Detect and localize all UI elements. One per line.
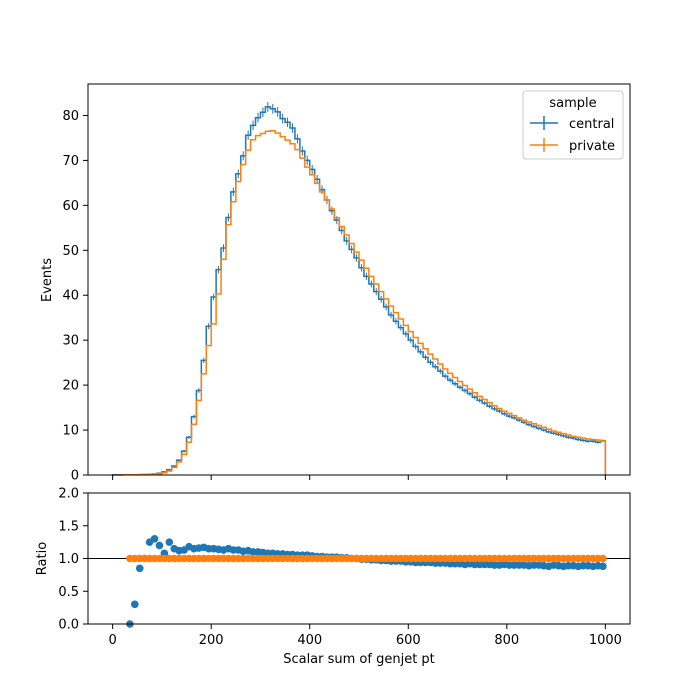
main-y-tick-label: 60 [62,199,79,214]
main-y-ticks: 0 10 20 30 40 50 60 70 80 [62,109,88,484]
x-tick-label: 600 [396,633,421,648]
ratio-y-axis-label: Ratio [35,542,50,575]
ratio-x-ticks: 0 200 400 600 800 1000 [108,624,622,648]
main-y-tick-label: 20 [62,379,79,394]
main-y-tick-label: 80 [62,109,79,124]
legend-central-label: central [569,117,614,132]
ratio-y-tick-label: 1.0 [58,552,79,567]
x-tick-label: 200 [199,633,224,648]
x-tick-label: 800 [494,633,519,648]
ratio-point-central [599,562,607,571]
ratio-y-tick-label: 0.5 [58,585,79,600]
main-y-tick-label: 0 [71,469,79,484]
main-series-layer [111,102,607,476]
main-y-axis-label: Events [40,258,55,302]
x-tick-label: 1000 [589,633,622,648]
ratio-y-ticks: 0.0 0.5 1.0 1.5 2.0 [58,487,88,633]
ratio-y-tick-label: 0.0 [58,618,79,633]
histogram-private [112,129,607,476]
legend-private-label: private [569,139,615,154]
ratio-point-central [160,549,169,558]
legend: sample central private [522,90,624,160]
ratio-y-tick-label: 2.0 [58,487,79,502]
ratio-series-layer [126,535,607,628]
ratio-point-central [165,538,174,546]
ratio-y-tick-label: 1.5 [58,519,79,534]
x-tick-label: 0 [108,633,116,648]
main-y-tick-label: 70 [62,154,79,169]
main-x-ticks [112,475,606,480]
legend-title: sample [549,96,596,111]
x-axis-label: Scalar sum of genjet pt [283,652,435,667]
ratio-point-private [599,554,607,563]
main-y-tick-label: 10 [62,424,79,439]
ratio-point-central [135,564,144,573]
legend-entry-private: private [530,138,615,154]
main-y-tick-label: 30 [62,334,79,349]
ratio-point-central [131,600,139,609]
ratio-point-central [150,535,159,543]
x-tick-label: 400 [297,633,322,648]
legend-entry-central: central [530,116,614,132]
ratio-plot-panel: 0 200 400 600 800 1000 0.00.51.01.52.0 Ratio … [35,487,631,667]
legend-frame [522,90,624,160]
main-plot-frame [87,83,631,476]
histogram-central [111,106,607,476]
ratio-point-central [155,541,164,550]
main-y-tick-label: 50 [62,244,79,259]
main-y-tick-label: 40 [62,289,79,304]
